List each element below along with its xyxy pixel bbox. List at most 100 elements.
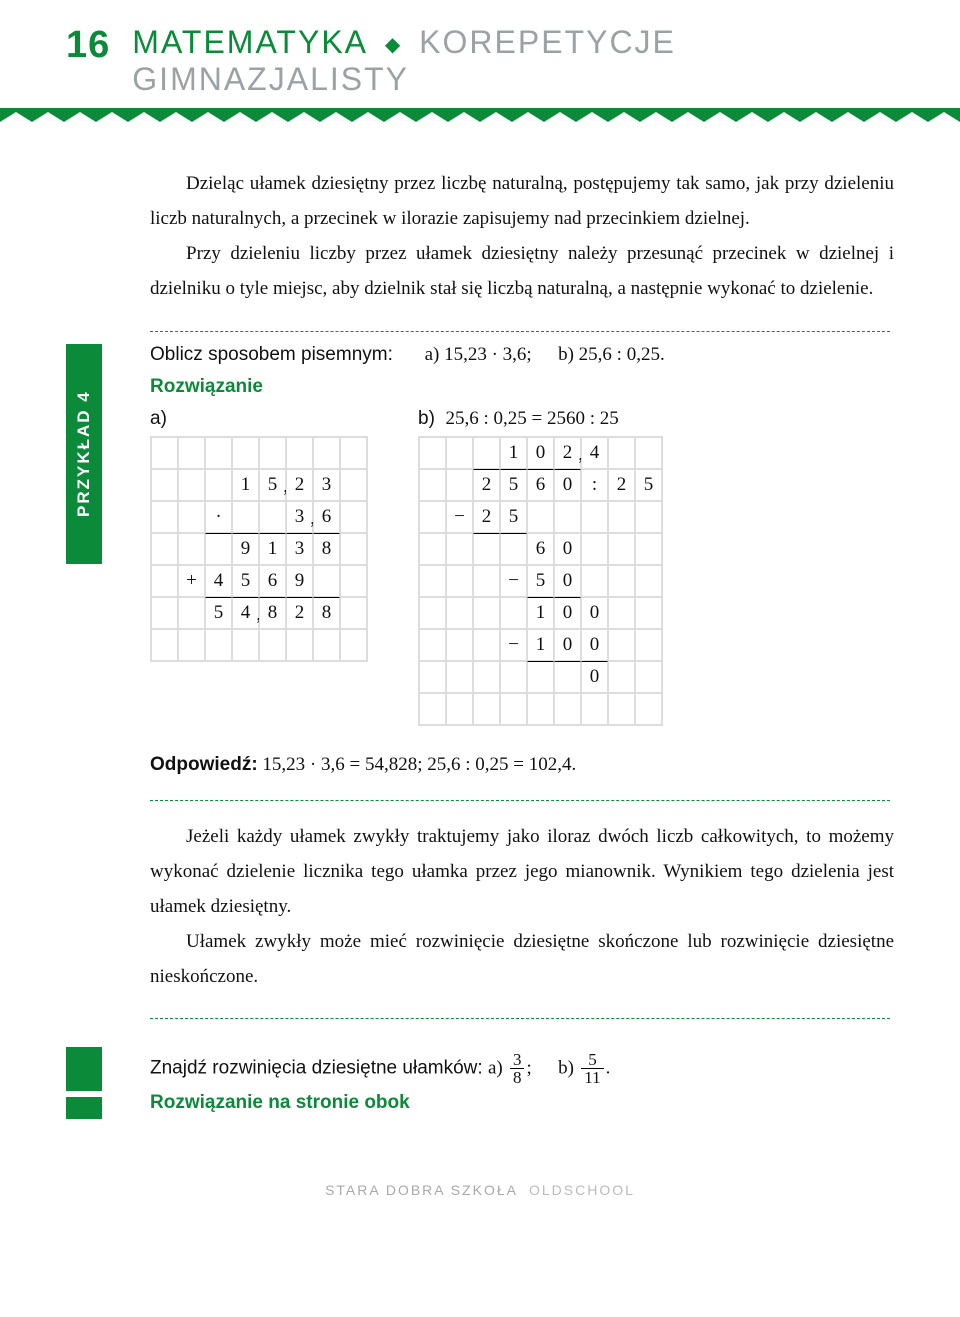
grid-cell: 4 — [581, 437, 608, 469]
dashed-separator-2 — [150, 800, 890, 801]
grid-cell — [554, 693, 581, 725]
page-number: 16 — [66, 24, 110, 67]
grid-cell — [608, 533, 635, 565]
grid-cell: · — [205, 501, 232, 533]
grid-cell: 0 — [554, 533, 581, 565]
grid-cell — [178, 501, 205, 533]
grid-cell — [527, 661, 554, 693]
series-title: MATEMATYKA ◆ KOREPETYCJE GIMNAZJALISTY — [132, 24, 960, 98]
grid-cell: 0 — [581, 661, 608, 693]
page-footer: STARA DOBRA SZKOŁA OLDSCHOOL — [0, 1182, 960, 1228]
label-b-prefix: b) — [418, 408, 435, 429]
grid-cell — [608, 437, 635, 469]
grid-cell: 2 — [286, 469, 313, 501]
dashed-separator-3 — [150, 1018, 890, 1019]
ex-a-label: a) — [488, 1058, 503, 1079]
grid-cell: 8 — [313, 597, 340, 629]
grid-cell — [151, 437, 178, 469]
grid-cell — [340, 469, 367, 501]
grid-cell — [178, 437, 205, 469]
grid-cell — [527, 501, 554, 533]
grid-cell: 0 — [554, 597, 581, 629]
grid-cell: 2 — [286, 597, 313, 629]
grid-cell — [205, 629, 232, 661]
grid-cell — [500, 661, 527, 693]
grid-cell — [151, 597, 178, 629]
grid-cell: 5 — [500, 469, 527, 501]
grid-cell: 0 — [527, 437, 554, 469]
grid-cell: 5 — [500, 501, 527, 533]
grid-cell: 5 — [205, 597, 232, 629]
grid-cell — [419, 629, 446, 661]
grid-cell — [446, 629, 473, 661]
grid-cell — [151, 533, 178, 565]
footer-brand: OLDSCHOOL — [529, 1182, 635, 1198]
grid-cell — [340, 501, 367, 533]
solution-label: Rozwiązanie — [150, 376, 894, 398]
grid-cell — [473, 533, 500, 565]
grid-cell — [608, 597, 635, 629]
prompt-a: a) 15,23 · 3,6; — [425, 344, 532, 365]
answer-text: 15,23 · 3,6 = 54,828; 25,6 : 0,25 = 102,… — [262, 754, 576, 775]
grid-cell — [419, 597, 446, 629]
grid-cell: 8 — [259, 597, 286, 629]
grid-cell: 6 — [527, 469, 554, 501]
grid-cell: 2, — [554, 437, 581, 469]
grid-cell: 1 — [527, 597, 554, 629]
zigzag-divider — [0, 108, 960, 136]
grid-cell: 1 — [500, 437, 527, 469]
grid-cell: − — [500, 565, 527, 597]
grid-cell — [151, 565, 178, 597]
grid-cell — [419, 565, 446, 597]
grid-cell — [446, 565, 473, 597]
grid-cell — [554, 661, 581, 693]
grid-cell — [554, 501, 581, 533]
grid-cell — [340, 629, 367, 661]
grid-cell — [419, 469, 446, 501]
grid-cell: 2 — [473, 501, 500, 533]
grid-cell — [446, 597, 473, 629]
footer-text: STARA DOBRA SZKOŁA — [325, 1182, 517, 1198]
grid-cell: 1 — [232, 469, 259, 501]
grid-cell — [286, 437, 313, 469]
answer-label: Odpowiedź: — [150, 754, 258, 775]
grid-cell: 9 — [286, 565, 313, 597]
grid-cell — [259, 629, 286, 661]
grid-cell — [259, 437, 286, 469]
grid-cell — [286, 629, 313, 661]
page-header: 16 MATEMATYKA ◆ KOREPETYCJE GIMNAZJALIST… — [0, 0, 960, 98]
grid-cell — [635, 597, 662, 629]
frac-a-num: 3 — [510, 1051, 525, 1069]
grid-cell — [151, 469, 178, 501]
grid-cell — [635, 437, 662, 469]
paragraph-3: Jeżeli każdy ułamek zwykły traktujemy ja… — [150, 819, 894, 924]
grid-cell — [178, 469, 205, 501]
grid-cell — [232, 629, 259, 661]
grid-cell: 3, — [286, 501, 313, 533]
grid-cell — [178, 629, 205, 661]
answer-line: Odpowiedź: 15,23 · 3,6 = 54,828; 25,6 : … — [150, 754, 960, 776]
grid-cell — [340, 437, 367, 469]
grid-cell: 5 — [232, 565, 259, 597]
exercise-tab-2 — [66, 1097, 102, 1119]
grid-cell: 0 — [554, 629, 581, 661]
grid-cell — [419, 693, 446, 725]
fraction-a: 38 — [508, 1051, 527, 1086]
multiplication-grid: 15,23·3,69138+456954,828 — [150, 436, 368, 662]
grid-cell: 9 — [232, 533, 259, 565]
frac-b-num: 5 — [581, 1051, 603, 1069]
grid-cell — [151, 501, 178, 533]
label-b-text: 25,6 : 0,25 = 2560 : 25 — [445, 408, 618, 429]
grid-cell — [151, 629, 178, 661]
label-a: a) — [150, 408, 368, 430]
grid-cell — [635, 533, 662, 565]
grid-cell — [259, 501, 286, 533]
grid-cell — [635, 565, 662, 597]
grid-cell: − — [500, 629, 527, 661]
grid-cell — [178, 597, 205, 629]
grid-cell — [446, 533, 473, 565]
grid-cell — [419, 533, 446, 565]
frac-a-den: 8 — [510, 1069, 525, 1086]
prompt-prefix: Oblicz sposobem pisemnym: — [150, 344, 393, 365]
grid-cell: 2 — [608, 469, 635, 501]
